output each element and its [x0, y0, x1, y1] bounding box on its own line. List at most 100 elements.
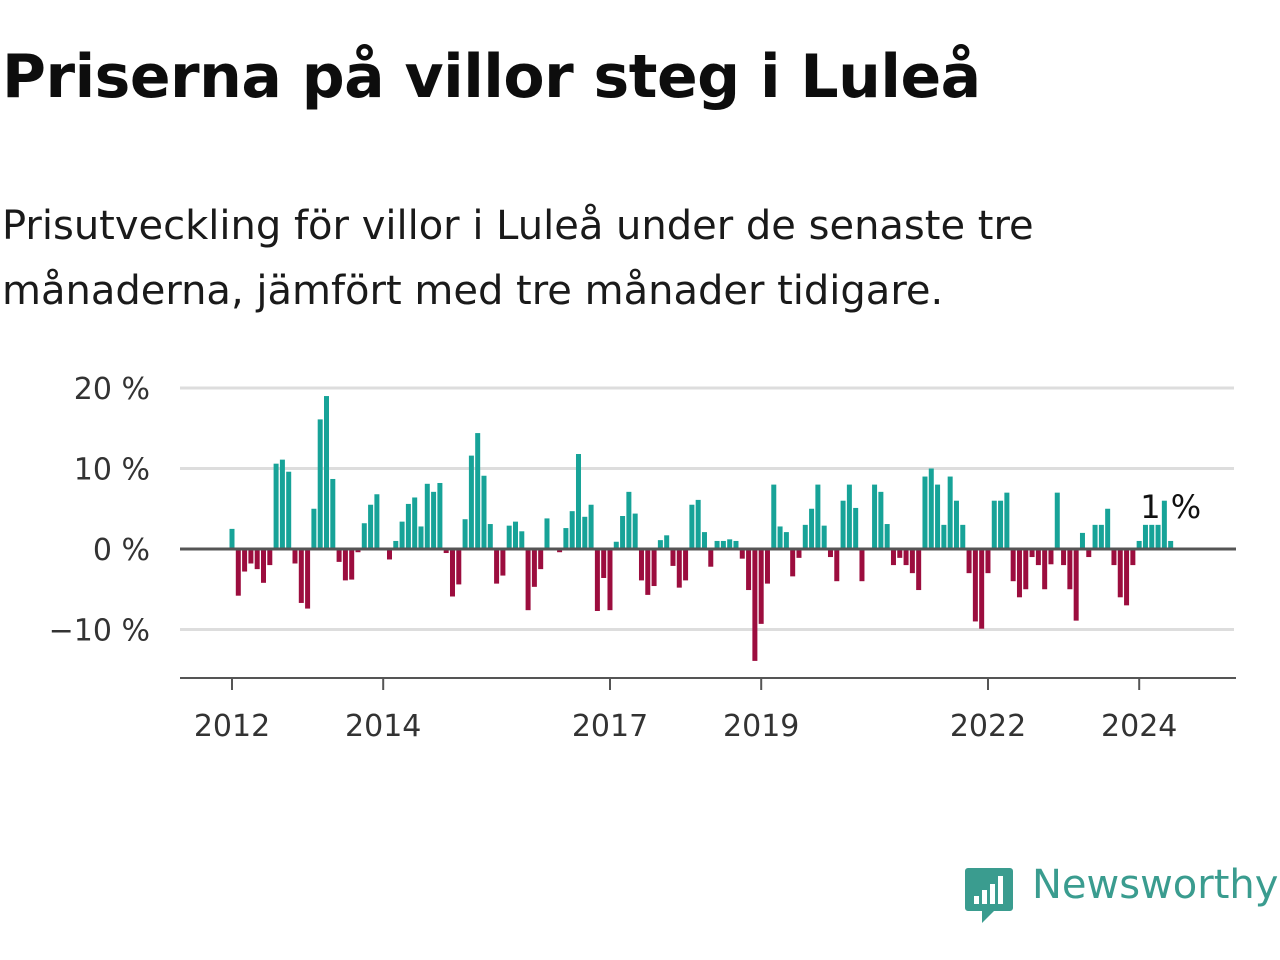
bar	[1029, 549, 1035, 558]
bar	[922, 476, 928, 549]
bar	[279, 459, 285, 549]
bar	[336, 549, 342, 562]
bar-chart: 20 % 10 % 0 % −10 % 2012 2014 2017 2019 2022 202…	[49, 372, 1236, 744]
bar	[935, 484, 941, 549]
bar	[601, 549, 607, 578]
y-tick-label: −10 %	[49, 614, 150, 649]
bar	[317, 419, 323, 549]
bar	[790, 549, 796, 577]
bar	[512, 521, 518, 549]
bar	[544, 518, 550, 549]
bar	[827, 549, 833, 558]
bar	[613, 541, 619, 549]
bar	[462, 519, 468, 549]
bar	[1016, 549, 1022, 598]
bar	[960, 524, 966, 549]
bar	[1048, 549, 1054, 565]
x-tick-label: 2012	[194, 709, 270, 744]
bar	[1149, 524, 1155, 549]
bar	[821, 525, 827, 549]
bar	[752, 549, 758, 661]
bar	[1054, 492, 1060, 549]
bar	[349, 549, 355, 580]
bar	[872, 484, 878, 549]
bar	[538, 549, 544, 570]
bar	[582, 516, 588, 549]
bar	[676, 549, 682, 588]
bar	[1111, 549, 1117, 566]
bar	[418, 526, 424, 549]
bar	[386, 549, 392, 560]
bar	[235, 549, 241, 596]
bar	[846, 484, 852, 549]
bar	[878, 491, 884, 549]
bar	[557, 549, 563, 553]
bar	[840, 500, 846, 549]
bar	[909, 549, 915, 574]
bar	[261, 549, 266, 583]
bar	[330, 478, 336, 549]
bar	[972, 549, 978, 622]
bar	[620, 516, 626, 549]
bar	[928, 468, 934, 549]
bar	[638, 549, 644, 581]
bar	[449, 549, 455, 597]
bar	[399, 521, 405, 549]
y-tick-label: 0 %	[93, 533, 150, 568]
bar	[632, 513, 638, 549]
bar	[1117, 549, 1123, 598]
bar	[953, 500, 959, 549]
bar	[1092, 524, 1098, 549]
bar	[1042, 549, 1048, 590]
bar	[443, 549, 449, 554]
bar	[431, 491, 437, 549]
bars	[229, 396, 1174, 661]
bar	[1124, 549, 1130, 606]
bar	[311, 508, 317, 549]
bar	[254, 549, 260, 570]
bar	[998, 500, 1004, 549]
bar	[777, 526, 783, 549]
bar	[500, 549, 506, 576]
bar	[1142, 524, 1148, 549]
bar	[242, 549, 248, 572]
bar	[664, 535, 670, 549]
bar	[229, 528, 235, 550]
bar	[884, 524, 890, 549]
bar	[758, 549, 764, 624]
bar	[361, 523, 367, 549]
bar	[670, 549, 676, 566]
gridlines	[180, 386, 1234, 631]
bar	[645, 549, 651, 595]
bar	[764, 549, 770, 584]
x-axis-ticks: 2012 2014 2017 2019 2022 2024	[194, 678, 1177, 744]
x-tick-label: 2019	[723, 709, 799, 744]
bar	[966, 549, 972, 574]
bar	[1086, 549, 1092, 558]
bar	[368, 504, 374, 549]
bar	[727, 539, 733, 549]
bar	[897, 549, 903, 558]
bar	[991, 500, 997, 549]
bar	[916, 549, 922, 591]
bar	[1073, 549, 1079, 621]
bar	[481, 475, 487, 549]
bar	[683, 549, 689, 581]
bar	[412, 497, 418, 549]
bar	[292, 549, 298, 564]
bar	[1010, 549, 1016, 582]
bar	[506, 525, 512, 549]
bar	[714, 540, 720, 549]
bar	[1168, 540, 1174, 549]
bar	[607, 549, 613, 611]
bar	[853, 507, 859, 549]
bar	[588, 504, 594, 549]
bar	[1061, 549, 1067, 566]
bar	[298, 549, 304, 603]
bar	[947, 476, 953, 549]
x-tick-label: 2022	[950, 709, 1026, 744]
bar	[746, 549, 752, 591]
bar	[1067, 549, 1073, 590]
bar	[273, 463, 279, 549]
chart-title: Priserna på villor steg i Luleå	[2, 42, 981, 112]
